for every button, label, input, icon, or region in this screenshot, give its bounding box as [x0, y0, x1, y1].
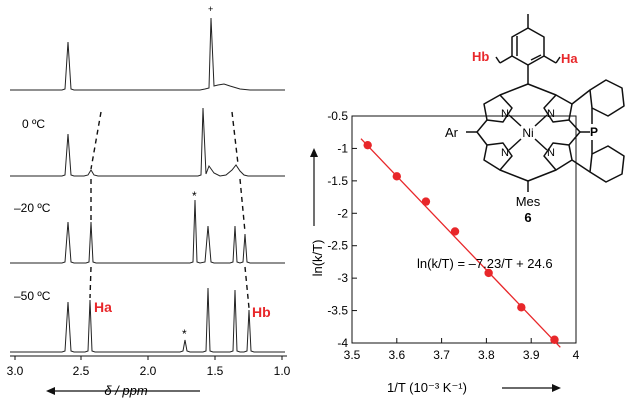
nmr-hb-label: Hb: [252, 304, 271, 320]
data-point: [421, 197, 431, 206]
nmr-x-ticks: [14, 356, 283, 360]
nmr-trace-label-2: 0 ºC: [22, 117, 45, 131]
chart-x-ticks: 3.5 3.6 3.7 3.8 3.9 4: [344, 338, 580, 362]
nmr-x-label: δ / ppm: [104, 383, 148, 398]
chart-y-label: ln(k/T): [310, 240, 325, 277]
atom-n: N: [501, 108, 509, 120]
porphyrin-pyrrole-ring: [543, 94, 573, 123]
nmr-x-tick-label: 2.5: [73, 364, 90, 378]
y-tick-label: -0.5: [327, 109, 348, 123]
structure-hb-label: Hb: [472, 49, 489, 64]
compound-number: 6: [524, 210, 531, 225]
y-tick-label: -3.5: [327, 304, 348, 318]
eyring-chart: -0.5 -1 -1.5 -2 -2.5 -3 -3.5 -4 3.5 3.6 3.7 3.8 3.9…: [310, 109, 580, 395]
phenylene-ring: [589, 79, 625, 117]
atom-mes: Mes: [516, 194, 541, 209]
data-point: [484, 268, 493, 278]
y-tick-label: -1: [337, 141, 348, 155]
porphyrin-pyrrole-ring: [483, 142, 513, 171]
x-tick-label: 3.7: [433, 348, 450, 362]
data-point: [363, 140, 372, 150]
x-tick-label: 3.9: [523, 348, 540, 362]
nmr-asterisk-3: *: [192, 189, 197, 203]
nmr-trace-2: [10, 107, 285, 177]
nmr-trace-4: [10, 287, 285, 353]
atom-n: N: [501, 147, 509, 159]
nmr-ha-label: Ha: [94, 299, 112, 315]
nmr-x-tick-label: 2.0: [140, 364, 157, 378]
data-point: [392, 172, 401, 181]
phenylene-ring: [589, 145, 625, 183]
nmr-trace-label-3: –20 ºC: [14, 201, 51, 215]
nmr-asterisk-4: *: [182, 327, 187, 341]
porphyrin-pyrrole-ring: [543, 142, 573, 171]
nmr-arrow-head-icon: [46, 387, 55, 395]
atom-n: N: [547, 108, 555, 120]
atom-ni: Ni: [522, 126, 533, 140]
nmr-top-mark: +: [208, 4, 213, 14]
chart-data-points: [363, 140, 559, 344]
data-point: [517, 303, 526, 312]
structure-labels: Hb Ha N N N N Ni P Ar Mes 6: [445, 49, 598, 225]
y-tick-label: -2: [337, 206, 348, 220]
nmr-x-tick-label: 3.0: [7, 364, 24, 378]
atom-p: P: [590, 125, 598, 139]
nmr-trace-3: [10, 199, 285, 264]
y-tick-label: -1.5: [327, 174, 348, 188]
chart-x-arrow-head-icon: [552, 384, 561, 392]
fit-equation: ln(k/T) = –7.23/T + 24.6: [417, 256, 553, 271]
fit-line: [360, 138, 561, 348]
nmr-spectra-panel: + 0 ºC –20 ºC * –50 ºC * Ha Hb: [7, 4, 291, 398]
y-tick-label: -4: [337, 336, 348, 350]
x-tick-label: 3.8: [478, 348, 495, 362]
nmr-x-tick-label: 1.5: [207, 364, 224, 378]
nmr-dashed-guides: [89, 111, 250, 309]
porphyrin-structure-diagram: [466, 14, 625, 192]
atom-ar: Ar: [445, 125, 459, 140]
chart-y-label-group: ln(k/T): [310, 240, 325, 277]
data-point: [450, 227, 460, 236]
porphyrin-pyrrole-ring: [483, 94, 513, 123]
chart-plot-frame: [351, 115, 577, 344]
x-tick-label: 3.6: [388, 348, 405, 362]
chart-y-ticks: -0.5 -1 -1.5 -2 -2.5 -3 -3.5 -4: [327, 109, 357, 350]
chart-y-arrow-head-icon: [310, 148, 318, 157]
nmr-trace-label-4: –50 ºC: [14, 289, 51, 303]
structure-ha-label: Ha: [561, 51, 578, 66]
data-point: [550, 335, 559, 344]
x-tick-label: 3.5: [344, 348, 361, 362]
nmr-x-tick-label: 1.0: [274, 364, 291, 378]
nmr-trace-1: [10, 17, 285, 91]
chart-x-label: 1/T (10⁻³ K⁻¹): [387, 380, 467, 395]
y-tick-label: -3: [337, 271, 348, 285]
x-tick-label: 4: [573, 348, 580, 362]
y-tick-label: -2.5: [327, 239, 348, 253]
atom-n: N: [547, 147, 555, 159]
